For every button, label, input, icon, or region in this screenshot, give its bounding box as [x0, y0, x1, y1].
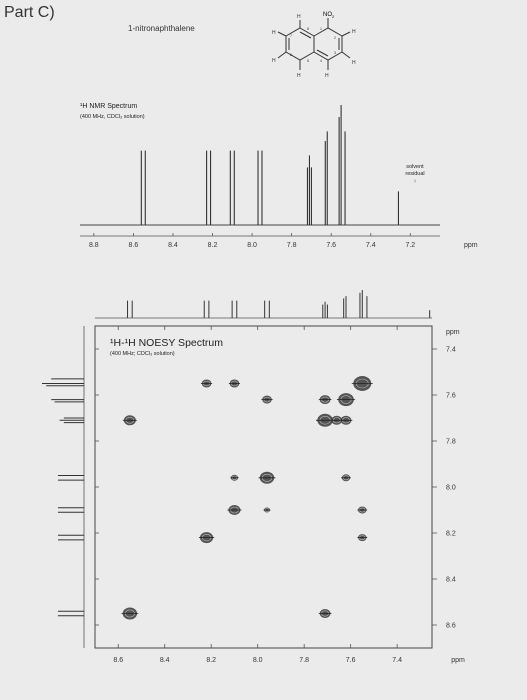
- noesy-x-tick-label: 8.0: [253, 657, 263, 664]
- noesy-cross-peak: [258, 471, 276, 484]
- noesy-spectrum-conditions: (400 MHz; CDCl₃ solution): [110, 351, 175, 357]
- noesy-x-tick-label: 8.6: [113, 657, 123, 664]
- solvent-residual-label: solvent residual ↓: [395, 164, 435, 185]
- ring-bonds: [277, 18, 351, 70]
- solvent-label-line1: solvent: [406, 164, 424, 170]
- noesy-cross-peak: [318, 395, 332, 405]
- atom-label: H: [297, 14, 301, 20]
- h1-x-tick-label: 7.6: [326, 242, 336, 249]
- atom-label: H: [325, 73, 329, 79]
- h1-x-tick-label: 7.8: [287, 242, 297, 249]
- h1-spectrum-conditions: (400 MHz, CDCl₃ solution): [80, 114, 145, 120]
- atom-label: H: [297, 73, 301, 79]
- h1-spectrum-plot: 8.8 8.6 8.4 8.2 8.0 7.8 7.6 7.4 7.2 ppm: [80, 105, 478, 249]
- h1-x-tick-label: 7.2: [405, 242, 415, 249]
- noesy-cross-peak: [351, 376, 373, 391]
- atom-label: H: [272, 58, 276, 64]
- h1-x-tick-label: 8.0: [247, 242, 257, 249]
- compound-name: 1-nitronaphthalene: [128, 24, 195, 33]
- atom-label: 7: [290, 34, 292, 38]
- h1-x-tick-label: 8.8: [89, 242, 99, 249]
- noesy-y-tick-label: 7.8: [446, 439, 456, 446]
- noesy-x-tick-label: 7.6: [346, 657, 356, 664]
- noesy-y-tick-label: 8.2: [446, 531, 456, 538]
- atom-label: 8: [307, 27, 309, 31]
- noesy-spectrum-plot: 8.6 8.4 8.2 8.0 7.8 7.6 7.4 ppm 7.4 7.6 7.8 8.0 8.2 8…: [42, 290, 465, 664]
- noesy-y-tick-label: 8.4: [446, 577, 456, 584]
- noesy-x-tick-label: 8.2: [206, 657, 216, 664]
- noesy-cross-peak: [200, 379, 213, 388]
- h1-spectrum-title: ¹H NMR Spectrum: [80, 103, 138, 110]
- atom-label: H: [352, 60, 356, 66]
- solvent-arrow-icon: ↓: [413, 178, 417, 184]
- naphthalene-structure-diagram: NO2 H 8 1 2 H H 7 H 6 5 4 3 H H H: [272, 12, 356, 79]
- noesy-cross-peak: [357, 506, 368, 514]
- noesy-plot-frame: [94, 325, 433, 649]
- no2-label: NO2: [323, 12, 335, 19]
- h1-x-axis-unit: ppm: [464, 242, 478, 249]
- atom-label: 3: [334, 51, 336, 55]
- noesy-cross-peak: [198, 532, 215, 544]
- noesy-y-tick-label: 8.6: [446, 623, 456, 630]
- noesy-y-axis-unit: ppm: [446, 329, 460, 336]
- atom-label: H: [272, 30, 276, 36]
- noesy-cross-peak: [263, 507, 271, 513]
- noesy-y-tick-label: 7.4: [446, 347, 456, 354]
- h1-x-tick-label: 8.2: [208, 242, 218, 249]
- atom-label: 4: [320, 59, 322, 63]
- noesy-spectrum-title: ¹H-¹H NOESY Spectrum: [110, 337, 223, 349]
- noesy-y-tick-label: 7.6: [446, 393, 456, 400]
- atom-label: 5: [307, 59, 309, 63]
- noesy-cross-peak: [261, 395, 273, 404]
- noesy-cross-peak: [230, 474, 239, 481]
- h1-x-tick-label: 8.4: [168, 242, 178, 249]
- atom-label: 1: [320, 27, 322, 31]
- noesy-cross-peak: [330, 415, 344, 425]
- page-title: Part C): [4, 4, 55, 21]
- noesy-cross-peak: [341, 474, 351, 482]
- noesy-cross-peak: [122, 415, 137, 426]
- noesy-x-axis-unit: ppm: [451, 657, 465, 664]
- h1-x-tick-label: 8.6: [129, 242, 139, 249]
- noesy-cross-peak: [318, 609, 332, 618]
- atom-label: H: [352, 29, 356, 35]
- atom-label: 6: [290, 53, 292, 57]
- noesy-cross-peak: [336, 393, 356, 407]
- noesy-x-tick-label: 7.8: [299, 657, 309, 664]
- atom-label: 2: [334, 36, 336, 40]
- noesy-x-tick-label: 8.4: [160, 657, 170, 664]
- solvent-label-line2: residual: [405, 171, 425, 177]
- noesy-cross-peak: [227, 505, 242, 515]
- noesy-cross-peak: [228, 379, 241, 388]
- h1-x-tick-label: 7.4: [366, 242, 376, 249]
- noesy-y-tick-label: 8.0: [446, 485, 456, 492]
- noesy-x-tick-label: 7.4: [392, 657, 402, 664]
- noesy-cross-peak: [357, 534, 368, 542]
- noesy-cross-peak: [121, 607, 139, 620]
